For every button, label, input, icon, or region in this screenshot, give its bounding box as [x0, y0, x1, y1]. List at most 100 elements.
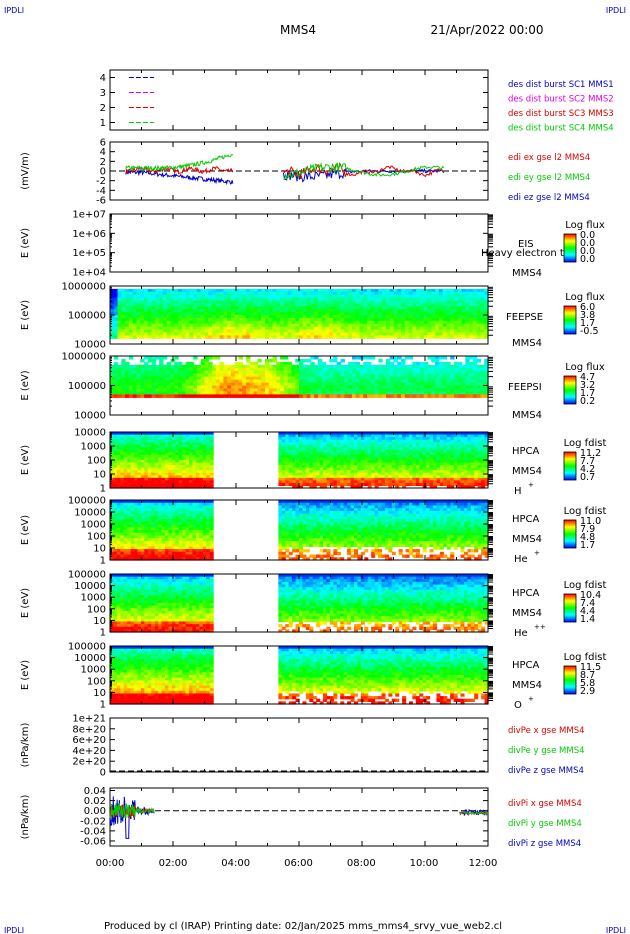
feepsi-cell: [121, 370, 126, 375]
feepse-cell: [110, 320, 115, 325]
hpca_h-cell: [347, 449, 352, 453]
feepse-cell: [344, 294, 349, 299]
feepsi-cell: [110, 379, 115, 384]
hpca_h-cell: [343, 434, 348, 438]
hpca_h-cell: [309, 454, 314, 459]
hpca_h-cell: [171, 444, 176, 448]
feepsi-cell: [336, 382, 342, 387]
hpca_h-cell: [202, 452, 207, 456]
hpca_h-cell: [439, 452, 444, 456]
feepsi-cell: [408, 373, 413, 378]
hpca_h-cell: [123, 467, 128, 471]
feepsi-cell: [299, 376, 304, 381]
feepse-cell: [132, 312, 138, 316]
feepsi-cell: [132, 394, 138, 398]
hpca_h-cell: [429, 437, 434, 441]
feepse-cell: [476, 332, 482, 336]
feepse-cell: [450, 303, 455, 307]
hpca_h-cell: [175, 442, 180, 446]
feepsi-cell: [484, 367, 489, 372]
hpca_h-cell: [350, 477, 355, 481]
feepse-cell: [450, 315, 455, 319]
feepse-cell: [476, 315, 482, 319]
feepse-cell: [121, 306, 126, 310]
feepse-cell: [419, 326, 425, 331]
feepsi-cell: [333, 382, 338, 387]
hpca_h-cell: [336, 470, 341, 474]
feepse-cell: [125, 335, 130, 339]
feepsi-cell: [302, 388, 308, 392]
feepsi-cell: [427, 394, 432, 398]
hpca_h-cell: [326, 437, 331, 441]
feepsi-cell: [401, 379, 406, 384]
hpca_h-cell: [295, 480, 300, 484]
feepse-cell: [299, 297, 304, 302]
feepsi-cell: [370, 394, 376, 398]
feepse-cell: [378, 297, 383, 302]
feepsi-cell: [246, 385, 251, 390]
hpca_h-cell: [353, 452, 359, 456]
hpca_h-cell: [381, 434, 386, 438]
hpca_h-cell: [154, 442, 159, 446]
feepse-cell: [476, 297, 482, 302]
hpca_h-cell: [161, 485, 166, 489]
feepse-cell: [480, 332, 485, 336]
feepsi-cell: [291, 373, 296, 378]
hpca_h-cell: [426, 472, 431, 476]
feepsi-cell: [453, 394, 459, 398]
hpca_h-cell: [323, 472, 328, 476]
hpca_h-cell: [288, 434, 293, 438]
feepse-cell: [230, 329, 236, 333]
feepse-cell: [136, 335, 141, 339]
feepsi-cell: [299, 394, 304, 398]
feepse-cell: [125, 315, 130, 319]
feepsi-cell: [291, 364, 296, 369]
feepse-cell: [174, 297, 179, 302]
feepsi-cell: [382, 382, 387, 387]
feepsi-cell: [132, 391, 138, 395]
feepse-cell: [151, 326, 156, 331]
feepsi-cell: [291, 376, 296, 381]
hpca_h-cell: [319, 454, 324, 459]
feepse-cell: [272, 326, 277, 331]
feepsi-cell: [336, 394, 342, 398]
feepse-cell: [469, 291, 474, 296]
feepsi-cell: [159, 356, 164, 360]
feepsi-cell: [408, 356, 413, 360]
feepse-cell: [393, 303, 398, 307]
edi-y-axis-label: (mV/m): [20, 152, 31, 190]
feepse-cell: [155, 323, 160, 328]
feepsi-cell: [113, 356, 119, 360]
feepse-cell: [159, 317, 164, 322]
hpca_h-cell: [305, 475, 310, 479]
feepsi-cell: [412, 367, 417, 372]
feepsi-cell: [295, 385, 300, 390]
burst-legend-entry: des dist burst SC4 MMS4: [508, 124, 614, 134]
feepse-cell: [401, 326, 406, 331]
feepse-cell: [181, 288, 187, 293]
feepse-cell: [401, 297, 406, 302]
feepsi-cell: [283, 364, 289, 369]
feepse-cell: [344, 309, 349, 313]
feepsi-cell: [219, 394, 224, 398]
feepse-cell: [287, 329, 293, 333]
feepsi-cell: [404, 376, 410, 381]
hpca_h-cell: [340, 439, 345, 443]
feepse-cell: [435, 326, 440, 331]
feepsi-cell: [227, 391, 232, 395]
feepse-cell: [234, 320, 240, 325]
feepse-cell: [351, 335, 357, 339]
feepse-cell: [227, 326, 232, 331]
feepse-cell: [234, 297, 240, 302]
feepsi-cell: [189, 388, 194, 392]
hpca_h-cell: [378, 442, 383, 446]
hpca_h-cell: [299, 467, 304, 471]
hpca_h-cell: [305, 467, 310, 471]
feepsi-cell: [389, 385, 395, 390]
hpca_h-cell: [199, 470, 204, 474]
feepse-cell: [378, 303, 383, 307]
feepsi-cell: [261, 385, 266, 390]
hpca_h-cell: [388, 480, 393, 484]
feepse-cell: [378, 317, 383, 322]
feepse-cell: [299, 323, 304, 328]
